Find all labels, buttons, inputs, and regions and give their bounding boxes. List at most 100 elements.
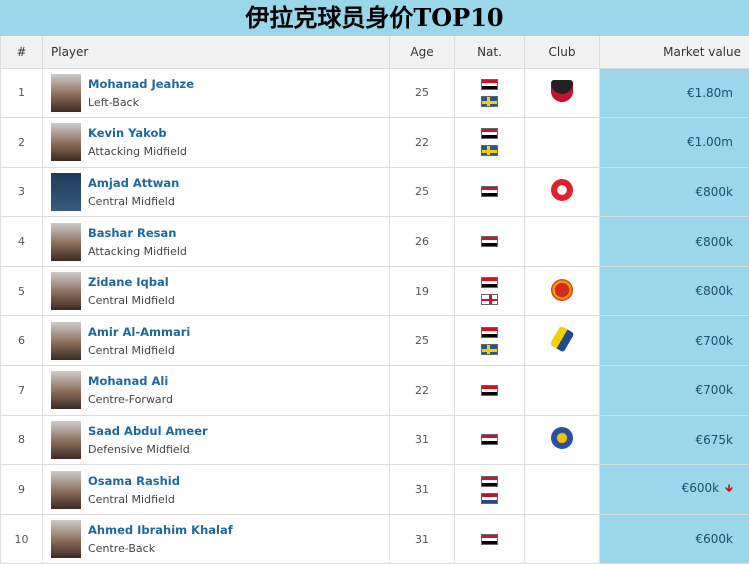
- player-name-link[interactable]: Saad Abdul Ameer: [88, 423, 208, 438]
- flag-iraq-icon[interactable]: [481, 186, 498, 198]
- player-avatar[interactable]: [51, 222, 81, 261]
- flag-iraq-icon[interactable]: [481, 236, 498, 248]
- table-row: 1 Mohanad Jeahze Left-Back 25 €1.80m: [0, 67, 749, 119]
- rank: 8: [0, 414, 43, 466]
- age: 22: [389, 365, 455, 416]
- player-name-link[interactable]: Kevin Yakob: [88, 126, 167, 141]
- nationality-flags: [455, 186, 524, 198]
- player-name-link[interactable]: Ahmed Ibrahim Khalaf: [88, 523, 233, 538]
- flag-iraq-icon[interactable]: [481, 533, 498, 545]
- header-market-value[interactable]: Market value: [599, 36, 749, 69]
- club-cell: [524, 117, 600, 168]
- table-row: 10 Ahmed Ibrahim Khalaf Centre-Back 31 €6…: [0, 513, 749, 564]
- age: 31: [389, 513, 455, 564]
- player-name-link[interactable]: Bashar Resan: [88, 225, 177, 240]
- table-row: 6 Amir Al-Ammari Central Midfield 25 €700…: [0, 315, 749, 367]
- player-name-link[interactable]: Zidane Iqbal: [88, 275, 169, 290]
- player-position: Central Midfield: [88, 194, 175, 208]
- flag-england-icon[interactable]: [481, 294, 498, 306]
- market-value[interactable]: €700k: [695, 333, 734, 348]
- market-value[interactable]: €675k: [695, 432, 734, 447]
- player-avatar[interactable]: [51, 123, 81, 162]
- age: 22: [389, 117, 455, 168]
- table-row: 8 Saad Abdul Ameer Defensive Midfield 31 …: [0, 414, 749, 466]
- flag-iraq-icon[interactable]: [481, 384, 498, 396]
- table-row: 7 Mohanad Ali Centre-Forward 22 €700k: [0, 365, 749, 416]
- rank: 3: [0, 166, 43, 218]
- flag-iraq-icon[interactable]: [481, 78, 498, 90]
- market-value[interactable]: €800k: [695, 184, 734, 199]
- player-avatar[interactable]: [51, 371, 81, 410]
- club-cell: [524, 166, 600, 218]
- market-value[interactable]: €1.00m: [686, 135, 733, 150]
- market-value[interactable]: €1.80m: [686, 85, 733, 100]
- player-name-link[interactable]: Mohanad Jeahze: [88, 76, 194, 91]
- header-club[interactable]: Club: [524, 36, 600, 69]
- market-value[interactable]: €800k: [695, 284, 734, 299]
- market-value[interactable]: €600k: [681, 481, 720, 496]
- page-title: 伊拉克球员身价TOP10: [0, 0, 749, 36]
- rank: 7: [0, 365, 43, 416]
- table-header: # Player Age Nat. Club Market value: [0, 36, 749, 69]
- club-cell: [524, 365, 600, 416]
- flag-sweden-icon[interactable]: [481, 343, 498, 355]
- flag-iraq-icon[interactable]: [481, 434, 498, 446]
- player-avatar[interactable]: [51, 470, 81, 509]
- header-rank[interactable]: #: [0, 36, 43, 69]
- nationality-flags: [455, 475, 524, 504]
- player-name-link[interactable]: Amir Al-Ammari: [88, 324, 191, 339]
- header-nat[interactable]: Nat.: [454, 36, 525, 69]
- player-avatar[interactable]: [51, 520, 81, 559]
- player-position: Centre-Forward: [88, 393, 173, 407]
- value-down-arrow-icon: 🡻: [725, 482, 733, 496]
- club-cell: [524, 67, 600, 119]
- age: 31: [389, 414, 455, 466]
- age: 25: [389, 315, 455, 367]
- nationality-flags: [455, 384, 524, 396]
- rank: 9: [0, 464, 43, 515]
- flag-sweden-icon[interactable]: [481, 95, 498, 107]
- club-cell: [524, 216, 600, 267]
- nationality-flags: [455, 326, 524, 355]
- table-row: 2 Kevin Yakob Attacking Midfield 22 €1.00…: [0, 117, 749, 168]
- yellow-blue-club-crest-icon[interactable]: [549, 325, 575, 353]
- player-avatar[interactable]: [51, 321, 81, 360]
- nationality-flags: [455, 434, 524, 446]
- table-row: 9 Osama Rashid Central Midfield 31 €600k 🡻: [0, 464, 749, 515]
- club-cell: [524, 513, 600, 564]
- age: 25: [389, 67, 455, 119]
- market-value[interactable]: €800k: [695, 234, 734, 249]
- player-name-link[interactable]: Mohanad Ali: [88, 374, 169, 389]
- flag-netherlands-icon[interactable]: [481, 492, 498, 504]
- player-position: Central Midfield: [88, 294, 175, 308]
- table-row: 3 Amjad Attwan Central Midfield 25 €800k: [0, 166, 749, 218]
- age: 26: [389, 216, 455, 267]
- header-player[interactable]: Player: [42, 36, 390, 69]
- market-value[interactable]: €700k: [695, 383, 734, 398]
- player-name-link[interactable]: Osama Rashid: [88, 473, 180, 488]
- player-avatar[interactable]: [51, 420, 81, 459]
- flag-iraq-icon[interactable]: [481, 277, 498, 289]
- market-value[interactable]: €600k: [695, 532, 734, 547]
- player-avatar[interactable]: [51, 272, 81, 311]
- header-age[interactable]: Age: [389, 36, 455, 69]
- dc-united-crest-icon[interactable]: [551, 80, 573, 103]
- flag-iraq-icon[interactable]: [481, 475, 498, 487]
- player-avatar[interactable]: [51, 172, 81, 211]
- blue-club-crest-icon[interactable]: [551, 427, 573, 450]
- flag-iraq-icon[interactable]: [481, 326, 498, 338]
- manchester-united-crest-icon[interactable]: [551, 278, 573, 301]
- player-position: Centre-Back: [88, 542, 156, 556]
- flag-sweden-icon[interactable]: [481, 145, 498, 157]
- player-name-link[interactable]: Amjad Attwan: [88, 175, 180, 190]
- nationality-flags: [455, 128, 524, 157]
- nationality-flags: [455, 236, 524, 248]
- age: 25: [389, 166, 455, 218]
- flag-iraq-icon[interactable]: [481, 128, 498, 140]
- red-club-crest-icon[interactable]: [551, 179, 573, 202]
- club-cell: [524, 315, 600, 367]
- player-avatar[interactable]: [51, 73, 81, 112]
- club-cell: [524, 414, 600, 466]
- rank: 5: [0, 265, 43, 317]
- player-position: Central Midfield: [88, 492, 175, 506]
